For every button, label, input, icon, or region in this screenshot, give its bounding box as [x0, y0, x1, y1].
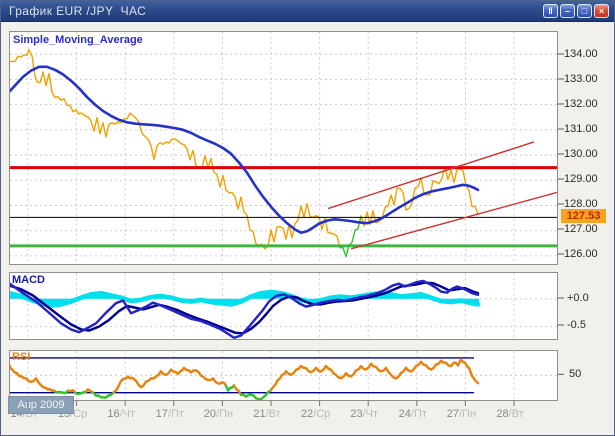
date-tick-label: 23/Чт: [350, 408, 379, 420]
macd-panel[interactable]: [9, 272, 558, 340]
price-tick-label: 130.00: [564, 148, 598, 160]
price-tick-label: 132.00: [564, 98, 598, 110]
date-tick-label: 17/Пт: [155, 408, 184, 420]
date-tick-label: 22/Ср: [300, 408, 331, 420]
date-tick-label: 24/Пт: [398, 408, 427, 420]
date-tick-label: 21/Вт: [253, 408, 281, 420]
minimize-icon[interactable]: –: [560, 4, 575, 18]
price-tick-label: 133.00: [564, 73, 598, 85]
sma-indicator-label: Simple_Moving_Average: [13, 34, 143, 46]
macd-indicator-label: MACD: [12, 274, 45, 286]
pause-icon[interactable]: ‖: [543, 4, 558, 18]
price-tick-label: 128.00: [564, 198, 598, 210]
price-tick-label: 127.00: [564, 223, 598, 235]
price-tick-label: 131.00: [564, 123, 598, 135]
date-tick-label: 27/Пн: [446, 408, 477, 420]
restore-icon[interactable]: □: [577, 4, 592, 18]
close-icon[interactable]: ×: [594, 4, 609, 18]
date-tick-label: 16/Чт: [107, 408, 136, 420]
title-bar[interactable]: График EUR /JPY ЧАС ‖ – □ ×: [1, 1, 614, 22]
rsi-panel[interactable]: [9, 350, 558, 401]
window-title: График EUR /JPY ЧАС: [9, 4, 147, 18]
macd-tick-label: -0.5: [567, 319, 586, 331]
price-tick-label: 126.00: [564, 248, 598, 260]
current-price-badge: 127.53: [561, 209, 606, 223]
price-tick-label: 134.00: [564, 48, 598, 60]
date-tick-label: 28/Вт: [496, 408, 524, 420]
price-chart-panel[interactable]: [9, 31, 558, 265]
macd-tick-label: +0.0: [567, 292, 589, 304]
window-controls: ‖ – □ ×: [543, 4, 609, 18]
rsi-tick-label: 50: [569, 368, 582, 381]
rsi-indicator-label: RSI: [12, 351, 31, 363]
price-tick-label: 129.00: [564, 173, 598, 185]
date-tick-label: 20/Пн: [203, 408, 234, 420]
month-label: Апр 2009: [8, 396, 74, 414]
